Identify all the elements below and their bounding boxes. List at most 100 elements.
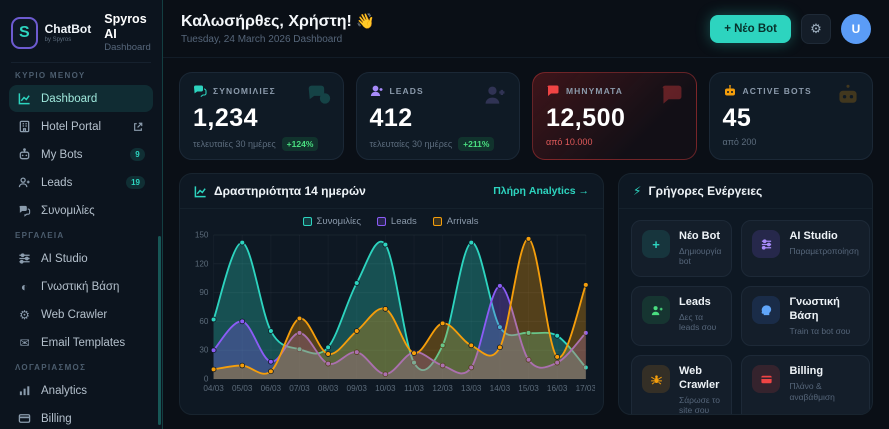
sidebar-item-label: Web Crawler: [41, 308, 108, 321]
user-plus-ghost-icon: [485, 86, 505, 104]
quick-action-subtitle: Train τα bot σου: [789, 325, 851, 336]
sidebar-item-label: Leads: [41, 176, 73, 189]
legend-item: Συνομιλίες: [302, 216, 361, 227]
quick-action-title: Leads: [679, 296, 711, 308]
quick-action-subtitle: Δες τα leads σου: [679, 311, 717, 333]
svg-text:30: 30: [199, 346, 209, 355]
activity-area-chart: 0 30 60 90 120 150 04/03 05/03 06/03 07/03 08/03 09…: [195, 231, 595, 393]
stat-cards-row: ΣΥΝΟΜΙΛΙΕΣ 1,234 τελευταίες 30 ημέρες +1…: [179, 72, 873, 160]
credit-card-icon: [752, 365, 781, 394]
svg-text:0: 0: [204, 375, 209, 384]
stat-card-messages[interactable]: ΜΗΝΥΜΑΤΑ 12,500 από 10.000: [532, 72, 697, 160]
svg-text:08/03: 08/03: [318, 384, 339, 393]
sidebar-item-label: Συνομιλίες: [41, 204, 95, 217]
stat-value: 1,234: [193, 104, 259, 132]
sidebar-item-billing[interactable]: Billing: [9, 405, 153, 429]
sidebar-item-label: Dashboard: [41, 92, 98, 105]
svg-text:04/03: 04/03: [203, 384, 224, 393]
trend-badge: +124%: [281, 137, 319, 151]
user-plus-icon: [370, 85, 382, 97]
stat-card-leads[interactable]: LEADS 412 τελευταίες 30 ημέρες +211%: [355, 72, 520, 160]
stat-subtitle: τελευταίες 30 ημέρες: [193, 139, 276, 149]
quick-action-title: Γνωστική Βάση: [789, 296, 840, 322]
quick-actions-panel: ⚡ Γρήγορες Ενέργειες + Νέο Bot Δημιουργί…: [618, 173, 873, 415]
stat-card-active-bots[interactable]: ACTIVE BOTS 45 από 200: [708, 72, 873, 160]
sidebar-item-leads[interactable]: Leads 19: [9, 169, 153, 196]
quick-actions-title: ⚡ Γρήγορες Ενέργειες: [633, 184, 763, 198]
plus-icon: +: [642, 230, 670, 258]
building-icon: [17, 119, 32, 134]
quick-action-leads[interactable]: Leads Δες τα leads σου: [631, 286, 733, 347]
sidebar-item-label: Analytics: [41, 384, 88, 397]
sidebar-item-my-bots[interactable]: My Bots 9: [9, 141, 153, 168]
quick-action-web-crawler[interactable]: Web Crawler Σάρωσε το site σου: [631, 355, 733, 415]
envelope-icon: ✉: [19, 335, 30, 350]
page-title: Καλωσήρθες, Χρήστη! 👋: [181, 13, 375, 30]
quick-action-billing[interactable]: Billing Πλάνο & αναβάθμιση: [741, 355, 870, 414]
stat-subtitle: από 200: [722, 137, 757, 147]
svg-text:09/03: 09/03: [347, 384, 368, 393]
quick-action-new-bot[interactable]: + Νέο Bot Δημιουργία bot: [631, 220, 733, 277]
quick-action-subtitle: Σάρωσε το site σου: [679, 394, 721, 415]
legend-swatch-icon: [432, 217, 442, 226]
half-circle-icon: ◐: [20, 279, 29, 294]
leads-count-badge: 19: [126, 176, 145, 190]
svg-text:14/03: 14/03: [490, 384, 511, 393]
svg-text:16/03: 16/03: [547, 384, 568, 393]
stat-value: 412: [369, 104, 413, 132]
sidebar-item-conversations[interactable]: Συνομιλίες: [9, 197, 153, 224]
sidebar-item-web-crawler[interactable]: ⚙ Web Crawler: [9, 301, 153, 328]
quick-action-knowledge-base[interactable]: Γνωστική Βάση Train τα bot σου: [741, 286, 870, 347]
stat-card-conversations[interactable]: ΣΥΝΟΜΙΛΙΕΣ 1,234 τελευταίες 30 ημέρες +1…: [179, 72, 344, 160]
sidebar-scrollbar[interactable]: [158, 235, 161, 425]
stat-value: 45: [722, 104, 752, 132]
svg-text:15/03: 15/03: [518, 384, 539, 393]
my-bots-count-badge: 9: [130, 148, 145, 162]
sidebar-item-dashboard[interactable]: Dashboard: [9, 85, 153, 113]
external-link-icon: [130, 119, 145, 134]
user-icon: [642, 296, 670, 324]
dashboard-content: ΣΥΝΟΜΙΛΙΕΣ 1,234 τελευταίες 30 ημέρες +1…: [163, 58, 889, 429]
waving-hand-icon: 👋: [356, 13, 375, 30]
stat-subtitle: από 10.000: [546, 137, 593, 147]
sidebar-item-email-templates[interactable]: ✉ Email Templates: [9, 329, 153, 356]
sidebar-item-knowledge-base[interactable]: ◐ Γνωστική Βάση: [9, 273, 153, 300]
sidebar-item-analytics[interactable]: Analytics: [9, 377, 153, 404]
quick-action-subtitle: Παραμετροποίηση: [789, 245, 859, 256]
svg-text:90: 90: [199, 288, 209, 297]
stat-value: 12,500: [546, 104, 626, 132]
section-header-tools: ΕΡΓΑΛΕΙΑ: [15, 231, 65, 241]
gear-icon: ⚙: [810, 20, 822, 36]
plus-icon: +: [724, 22, 731, 35]
sidebar-item-hotel-portal[interactable]: Hotel Portal: [9, 113, 153, 140]
full-analytics-link[interactable]: Πλήρη Analytics →: [493, 185, 589, 197]
trend-badge: +211%: [458, 137, 495, 151]
main-area: Καλωσήρθες, Χρήστη! 👋 Tuesday, 24 March …: [163, 0, 889, 429]
stat-subtitle: τελευταίες 30 ημέρες: [369, 139, 453, 149]
user-avatar[interactable]: U: [841, 13, 871, 44]
stat-label: ΜΗΝΥΜΑΤΑ: [566, 86, 624, 96]
settings-button[interactable]: ⚙: [801, 13, 831, 44]
svg-text:05/03: 05/03: [232, 384, 253, 393]
chat-bubbles-icon: [17, 203, 32, 218]
sidebar-divider: [11, 62, 151, 64]
svg-text:60: 60: [199, 317, 209, 326]
logo-row: S ChatBot by Spyros Spyros AI Dashboard: [9, 10, 153, 62]
robot-ghost-icon: [839, 84, 857, 103]
quick-action-subtitle: Δημιουργία bot: [679, 245, 722, 267]
legend-item: Arrivals: [432, 216, 478, 227]
chatbot-logo-icon: S: [11, 16, 38, 49]
brand-subtitle: by Spyros: [44, 36, 72, 43]
spider-icon: [642, 365, 670, 394]
robot-icon: [17, 147, 32, 162]
workspace-title: Spyros AI: [104, 12, 147, 41]
sidebar-item-label: Γνωστική Βάση: [41, 280, 120, 293]
brand-name: ChatBot: [44, 21, 92, 36]
new-bot-button[interactable]: + Νέο Bot: [710, 14, 791, 43]
section-header-main-menu: ΚΥΡΙΟ ΜΕΝΟΥ: [15, 71, 86, 81]
sidebar-item-ai-studio[interactable]: AI Studio: [9, 245, 153, 272]
brain-icon: [752, 296, 781, 324]
chart-line-icon: [17, 91, 32, 106]
quick-action-ai-studio[interactable]: AI Studio Παραμετροποίηση: [741, 220, 870, 277]
